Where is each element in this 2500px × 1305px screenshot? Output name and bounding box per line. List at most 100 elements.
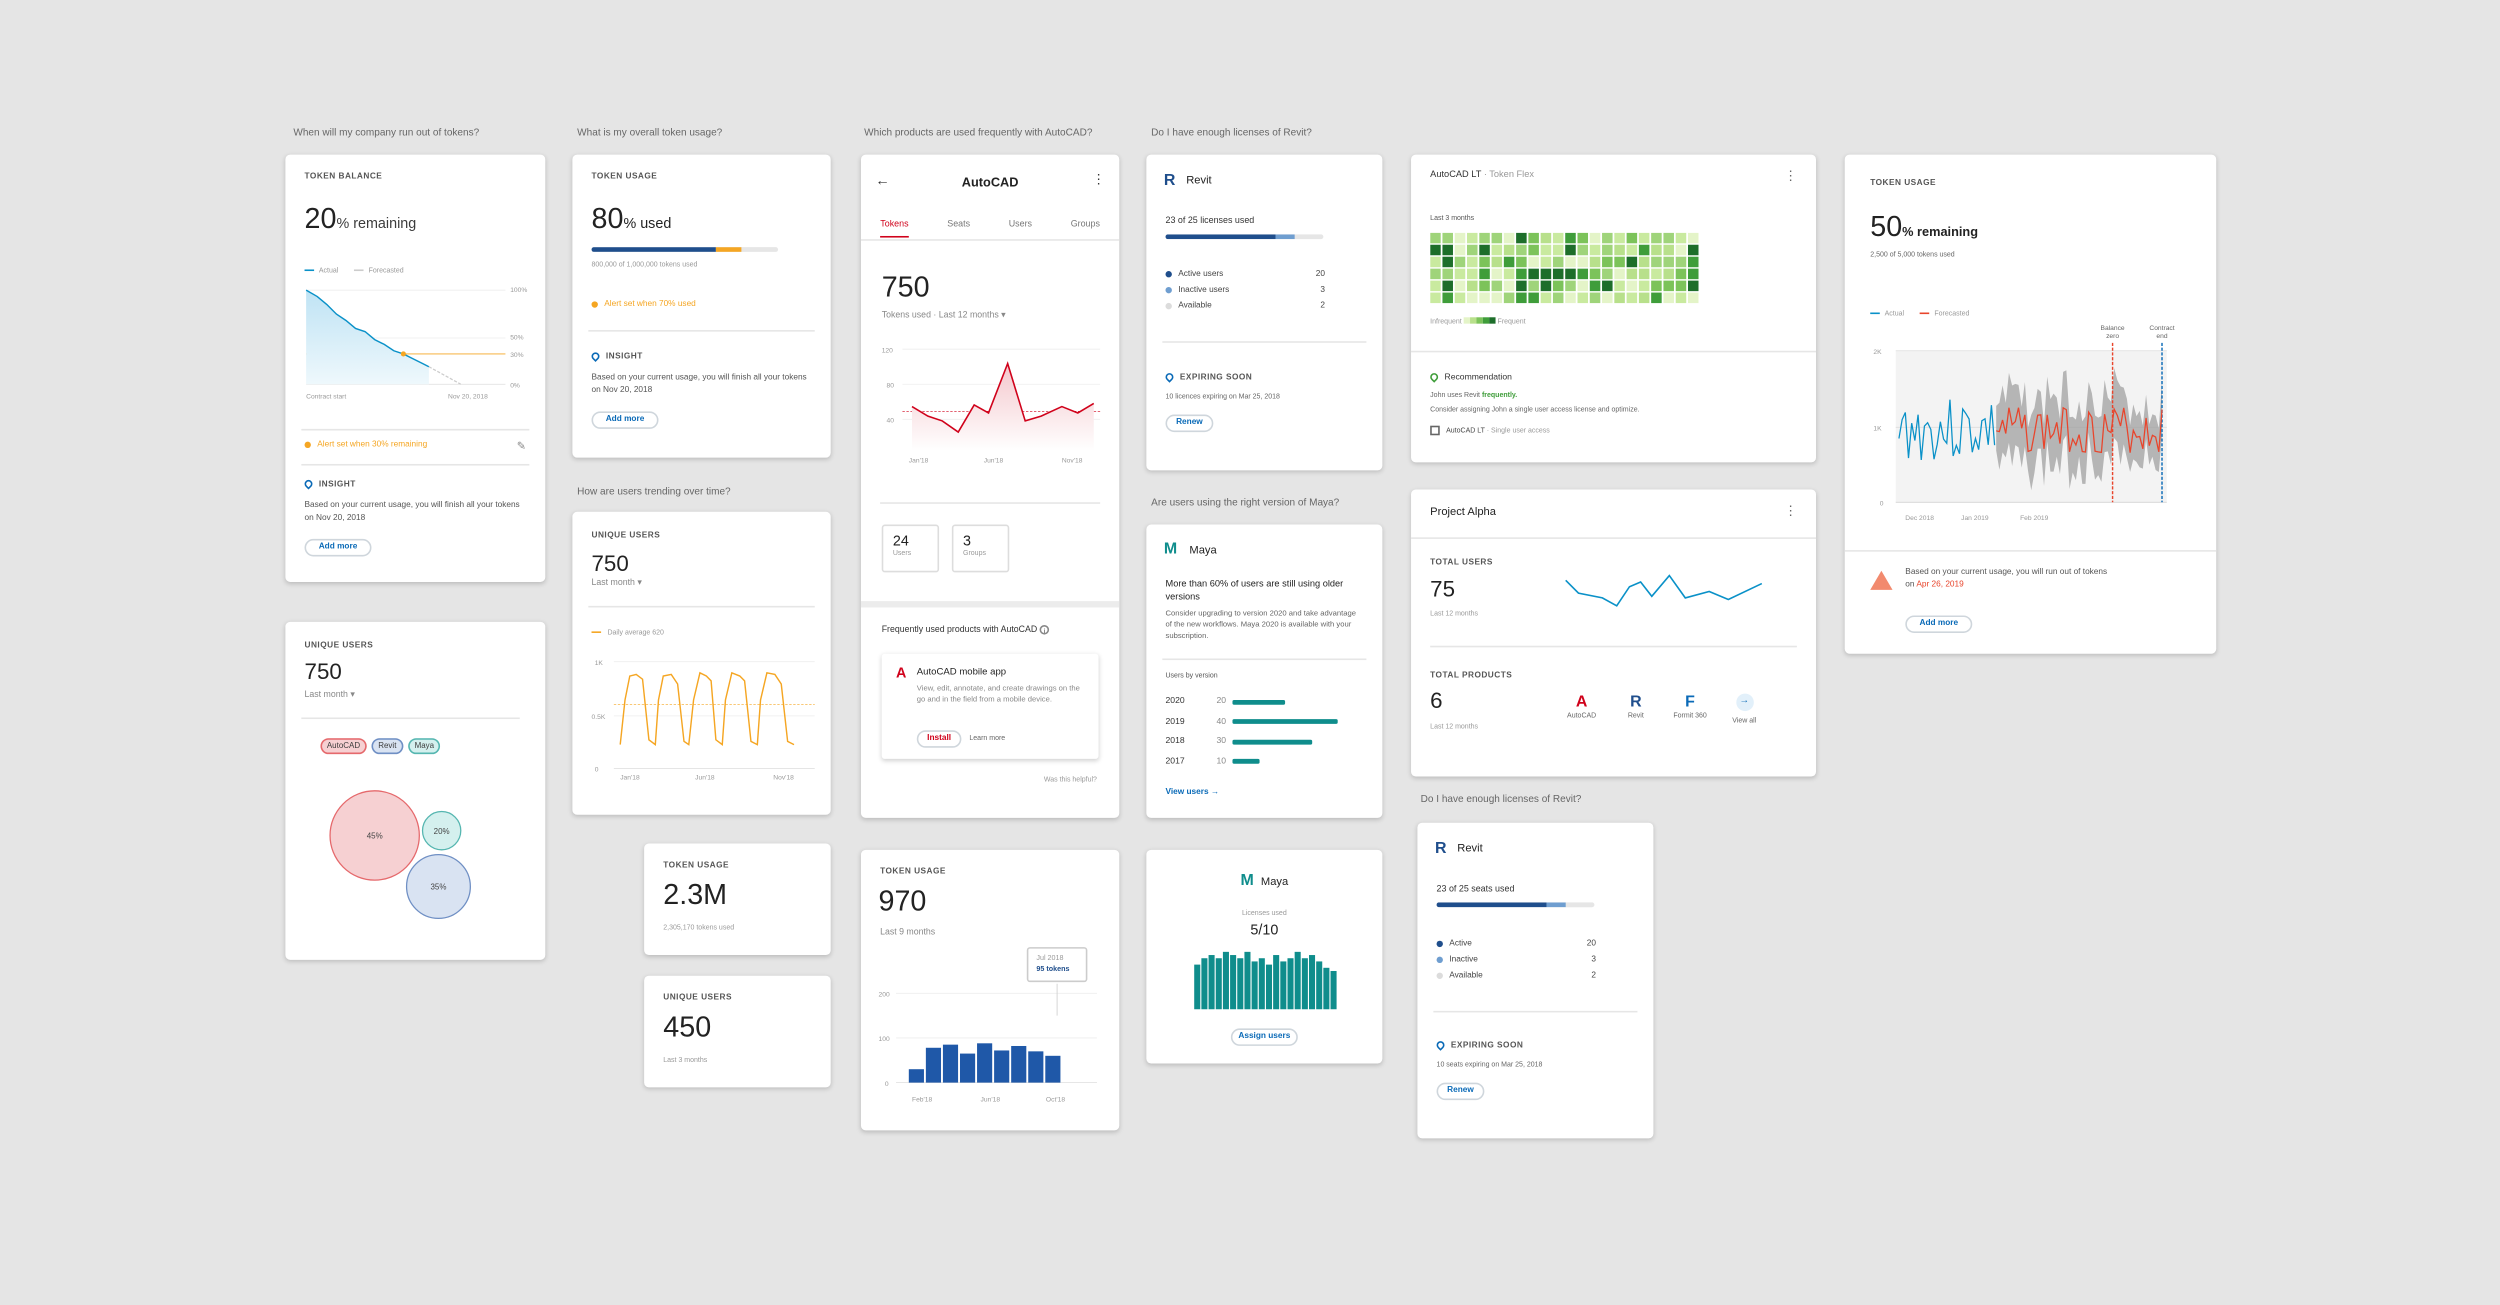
heatmap-cell: [1479, 280, 1490, 292]
more-menu-icon[interactable]: ⋮: [1784, 503, 1797, 519]
heatmap-cell: [1442, 232, 1453, 244]
add-more-button[interactable]: Add more: [1905, 615, 1973, 633]
autocad-lt-card: AutoCAD LT · Token Flex ⋮ Last 3 months …: [1411, 154, 1817, 463]
tab-tokens[interactable]: Tokens: [880, 220, 909, 238]
product-name: Revit: [1457, 843, 1483, 855]
licenses-value: 5/10: [1250, 921, 1279, 938]
usage-subtitle: 800,000 of 1,000,000 tokens used: [591, 259, 698, 268]
license-row: Inactive 3: [1436, 955, 1596, 971]
tab-seats[interactable]: Seats: [947, 220, 971, 230]
bar[interactable]: [959, 1053, 976, 1083]
tag-maya[interactable]: Maya: [408, 738, 441, 755]
tokens-value: 750: [881, 271, 930, 303]
license-checkbox[interactable]: AutoCAD LT · Single user access: [1430, 425, 1550, 436]
heatmap-cell: [1626, 244, 1638, 256]
heatmap-cell: [1663, 256, 1674, 268]
heatmap-cell: [1528, 268, 1539, 280]
users-stat-box[interactable]: 24 Users: [881, 524, 940, 573]
more-menu-icon[interactable]: ⋮: [1784, 169, 1797, 184]
pin-icon: [1434, 1039, 1447, 1051]
bar[interactable]: [1045, 1055, 1061, 1083]
heatmap-cell: [1552, 280, 1564, 292]
bar[interactable]: [942, 1044, 959, 1083]
total-users-value: 75: [1430, 575, 1456, 602]
bar: [1201, 958, 1208, 1010]
product-autocad[interactable]: A AutoCAD: [1558, 694, 1606, 724]
arrow-right-icon: →: [1735, 693, 1754, 712]
heatmap-cell: [1663, 232, 1674, 244]
bar[interactable]: [1028, 1051, 1044, 1083]
install-button[interactable]: Install: [916, 730, 962, 748]
heatmap-cell: [1687, 256, 1699, 268]
bar[interactable]: [925, 1047, 942, 1083]
back-arrow-icon[interactable]: ←: [875, 172, 890, 189]
recommendation-text-2: Consider assigning John a single user ac…: [1430, 404, 1640, 413]
users-value: 450: [663, 1010, 712, 1043]
pin-icon: [1428, 371, 1440, 383]
bar[interactable]: [908, 1069, 924, 1083]
bar: [1251, 961, 1258, 1010]
heatmap-cell: [1602, 244, 1613, 256]
bar[interactable]: [977, 1043, 993, 1083]
x-tick-label: Jun'18: [981, 1097, 1001, 1104]
bar[interactable]: [1011, 1045, 1027, 1083]
recommendation-text: John uses Revit frequently.: [1430, 390, 1518, 399]
tag-revit[interactable]: Revit: [371, 738, 403, 755]
autocad-line-chart: 120 80 40 Jan'18 Jun'18 Nov'18: [882, 347, 1101, 464]
x-tick-label: Nov'18: [773, 775, 794, 782]
warning-icon: [1870, 570, 1893, 590]
balance-value: 20% remaining: [304, 202, 417, 235]
view-users-link[interactable]: View users →: [1165, 787, 1220, 798]
product-formit[interactable]: F Formit 360: [1666, 694, 1714, 724]
heatmap-cell: [1430, 292, 1441, 304]
add-more-button[interactable]: Add more: [304, 538, 372, 557]
y-tick-label: 0: [1880, 500, 1884, 507]
heatmap-cell: [1540, 292, 1552, 304]
question-label: Do I have enough licenses of Revit?: [1420, 794, 1582, 806]
heatmap-cell: [1614, 244, 1625, 256]
revit-logo-icon: R: [1163, 172, 1176, 190]
product-tags: AutoCAD Revit Maya: [320, 738, 441, 755]
renew-button[interactable]: Renew: [1165, 414, 1214, 433]
renew-button[interactable]: Renew: [1436, 1082, 1485, 1101]
period-dropdown[interactable]: Last month ▾: [591, 578, 642, 589]
tokens-subtitle[interactable]: Tokens used · Last 12 months ▾: [881, 310, 1006, 321]
bar: [1287, 958, 1294, 1010]
groups-stat-box[interactable]: 3 Groups: [951, 524, 1010, 573]
view-all-products[interactable]: → View all: [1720, 693, 1768, 724]
tab-groups[interactable]: Groups: [1070, 220, 1100, 230]
product-revit[interactable]: R Revit: [1612, 694, 1660, 724]
heatmap-cell: [1552, 244, 1564, 256]
tab-users[interactable]: Users: [1008, 220, 1033, 230]
total-products-value: 6: [1430, 687, 1443, 713]
more-menu-icon[interactable]: ⋮: [1092, 172, 1105, 187]
heatmap-cell: [1663, 244, 1674, 256]
add-more-button[interactable]: Add more: [591, 411, 659, 429]
edit-icon[interactable]: ✎: [516, 441, 527, 453]
licenses-progress: [1165, 234, 1324, 240]
period-dropdown[interactable]: Last month ▾: [304, 690, 355, 700]
autocad-logo-icon: A: [896, 664, 907, 681]
insight-text: Based on your current usage, you will fi…: [304, 500, 520, 523]
heatmap-cell: [1687, 244, 1699, 256]
token-usage-bar-card: TOKEN USAGE 970 Last 9 months Jul 2018 95…: [860, 849, 1120, 1131]
tag-autocad[interactable]: AutoCAD: [320, 738, 367, 755]
heatmap-cell: [1454, 232, 1466, 244]
bar: [1215, 958, 1222, 1010]
bar[interactable]: [994, 1050, 1010, 1083]
y-tick-label: 40: [886, 418, 894, 425]
heatmap-cell: [1467, 280, 1478, 292]
assign-users-button[interactable]: Assign users: [1230, 1028, 1298, 1046]
bar: [1222, 951, 1229, 1010]
heatmap-cell: [1442, 244, 1453, 256]
heatmap-cell: [1552, 292, 1564, 304]
helpful-link[interactable]: Was this helpful?: [1043, 774, 1097, 783]
y-tick-label: 0.5K: [592, 714, 606, 721]
x-tick-label: Jan'18: [909, 457, 929, 464]
heatmap-cell: [1626, 280, 1638, 292]
revit-seats-card: R Revit 23 of 25 seats used Active 20 Inac…: [1417, 822, 1654, 1139]
heatmap-cell: [1626, 268, 1638, 280]
project-alpha-card: Project Alpha ⋮ TOTAL USERS 75 Last 12 m…: [1411, 489, 1817, 777]
learn-more-link[interactable]: Learn more: [969, 733, 1006, 742]
y-tick-label: 1K: [595, 660, 604, 667]
